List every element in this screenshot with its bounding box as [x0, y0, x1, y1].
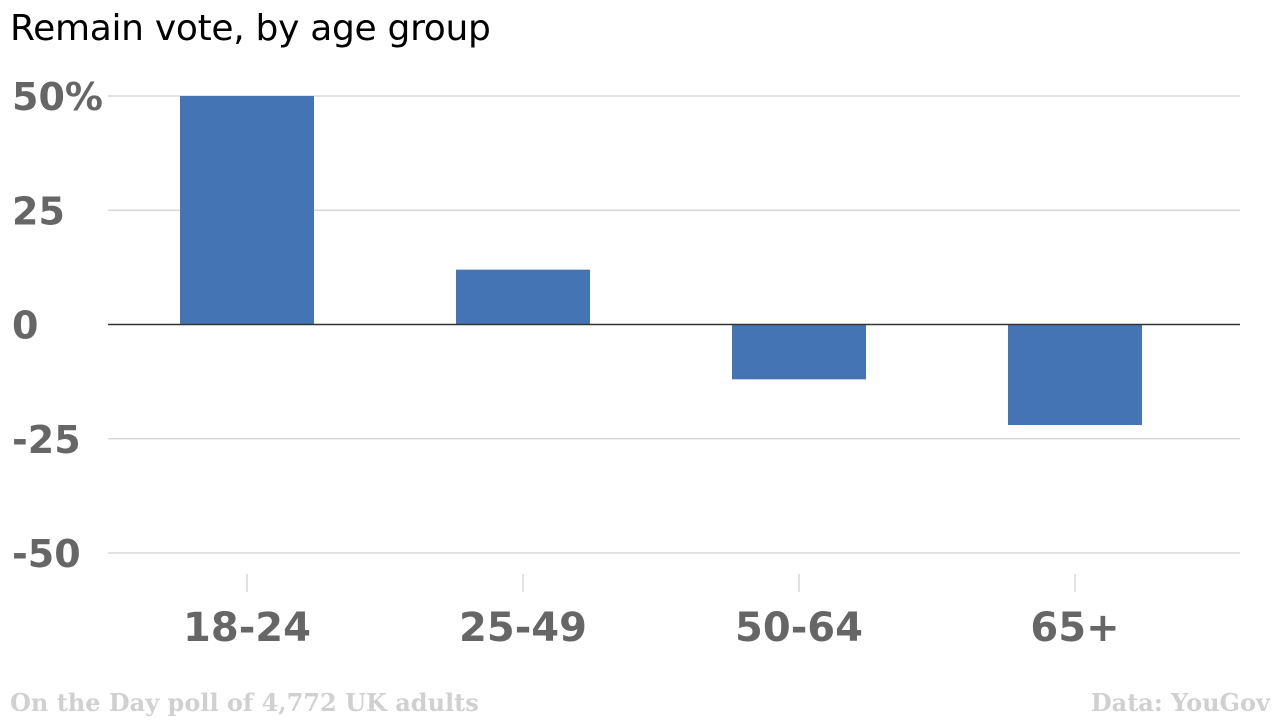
bar [1008, 324, 1142, 426]
bar [456, 269, 590, 325]
x-tick-label: 50-64 [735, 605, 863, 651]
bars [180, 96, 1142, 426]
x-tick-label: 25-49 [459, 605, 587, 651]
y-tick-label: -25 [12, 418, 81, 462]
y-tick-label: -50 [12, 532, 81, 576]
x-tick-label: 18-24 [183, 605, 311, 651]
chart-title: Remain vote, by age group [10, 8, 491, 49]
y-axis-ticks: 50% 25 0 -25 -50 [12, 75, 103, 576]
x-tick-label: 65+ [1030, 605, 1119, 651]
bar [180, 96, 314, 325]
x-axis-ticks: 18-24 25-49 50-64 65+ [183, 574, 1120, 651]
y-tick-label: 50% [12, 75, 103, 119]
y-tick-label: 25 [12, 189, 65, 233]
footer-source: Data: YouGov [1090, 688, 1270, 717]
bar [732, 324, 866, 380]
footer-note: On the Day poll of 4,772 UK adults [10, 688, 479, 717]
y-tick-label: 0 [12, 304, 38, 348]
